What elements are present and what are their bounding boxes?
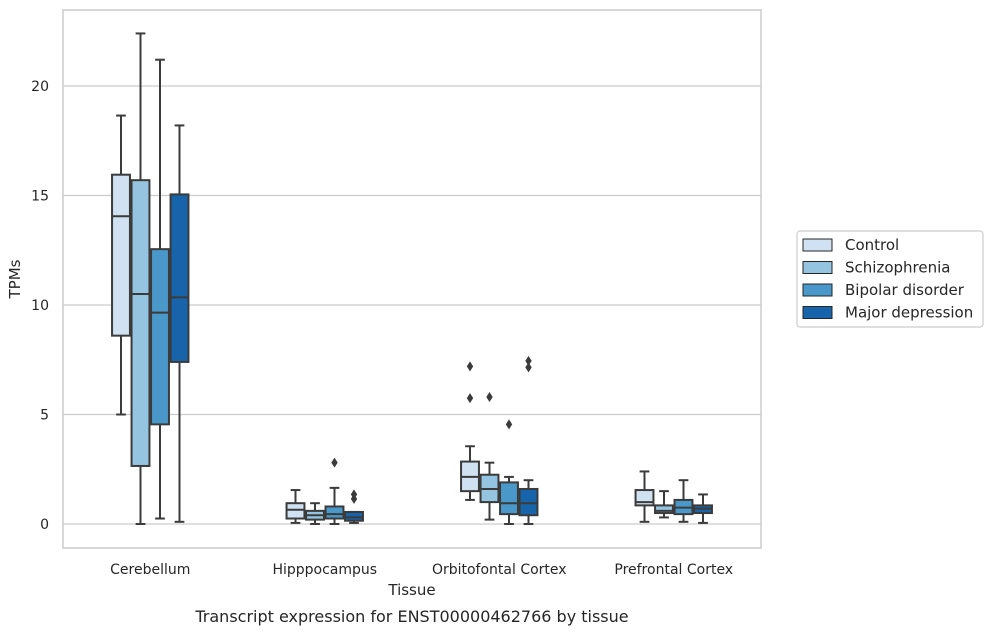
box-plot [111,114,131,416]
outlier-point [466,393,474,404]
box [150,248,170,426]
legend-label: Control [845,236,899,254]
x-tick-label: Cerebellum [110,562,190,578]
box [344,510,364,522]
box-plot [130,32,151,525]
y-tick-label: 15 [31,189,49,205]
y-tick-label: 20 [31,79,49,95]
box [654,504,674,515]
box-plot [285,489,306,524]
box-plot [634,470,655,523]
x-axis: Cerebellum Hipppocampus Orbitofontal Corte… [110,562,733,578]
box [130,179,151,467]
box-plot [479,391,500,521]
box-groups [111,32,713,525]
legend-label: Schizophrenia [845,259,950,277]
outlier-point [466,361,474,372]
legend-label: Bipolar disorder [845,281,965,299]
chart-caption: Transcript expression for ENST0000046276… [194,607,628,626]
x-tick-label: Hipppocampus [272,562,377,578]
legend-frame [796,230,984,328]
box [111,173,131,337]
x-tick-label: Orbitofontal Cortex [432,562,567,578]
box-plot [693,493,713,524]
legend-swatch [802,261,833,274]
box [285,502,306,520]
x-axis-label: Tissue [387,581,435,599]
outlier-point [486,391,493,402]
box [518,487,539,517]
box-plot [518,355,539,525]
box-plot [169,124,190,523]
legend-label: Major depression [845,304,973,322]
outlier-point [331,457,338,468]
legend-swatch [802,283,833,297]
box-plot [460,361,480,501]
box-plot [324,457,345,525]
y-tick-label: 10 [31,298,49,314]
box-plot [344,489,364,524]
box [499,481,519,516]
box-plot [150,58,170,520]
outlier-point [505,419,513,430]
box-plot [499,419,519,525]
box-plot [305,502,325,525]
legend: Control Schizophrenia Bipolar disorder Majo… [796,230,984,328]
outlier-point [525,362,532,373]
x-tick-label: Prefrontal Cortex [614,562,733,578]
box [324,505,345,520]
y-tick-label: 0 [40,517,49,533]
y-axis-label: TPMs [6,259,24,299]
legend-swatch [802,306,833,319]
y-tick-label: 5 [40,408,49,424]
box-plot [654,490,674,519]
legend-swatch [802,238,833,252]
box [169,193,190,363]
plot-area [62,9,762,549]
box-plot [673,479,694,523]
outlier-point [525,355,532,366]
y-axis: 0 5 10 15 20 [31,79,49,533]
outlier-point [350,489,358,500]
